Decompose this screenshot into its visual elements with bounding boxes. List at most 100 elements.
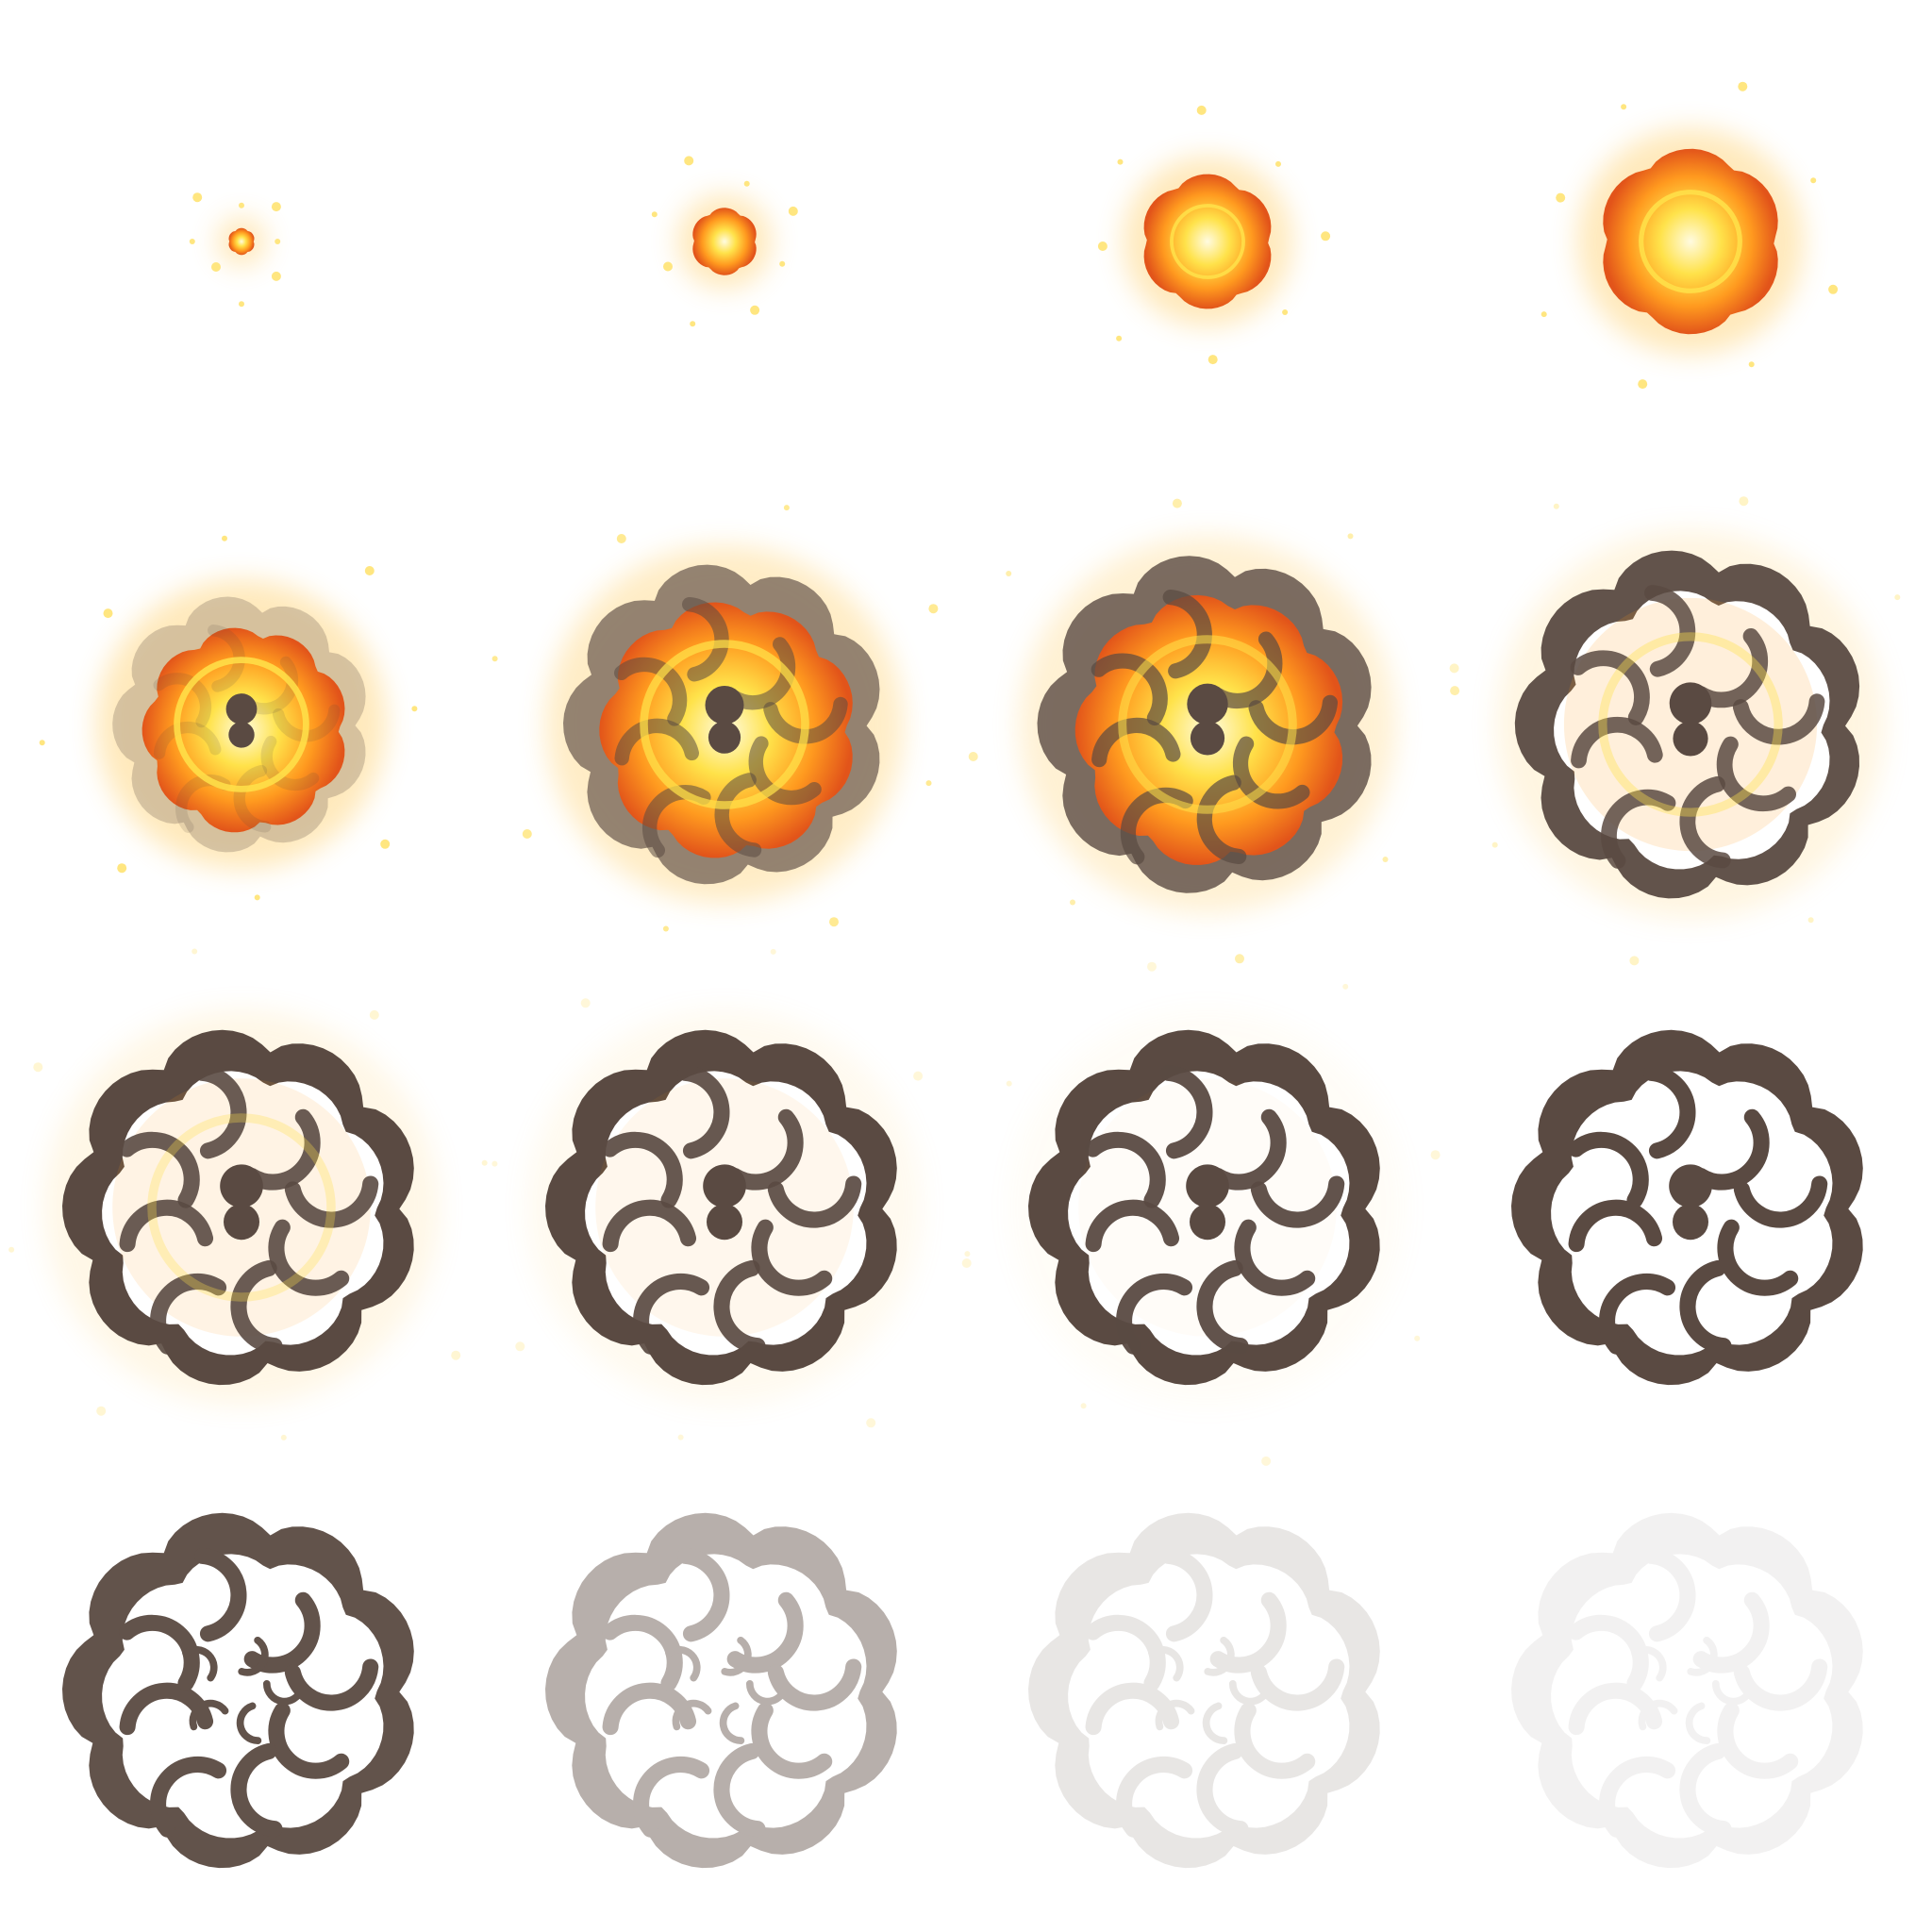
spark-particle bbox=[522, 829, 532, 839]
spark-particle bbox=[925, 780, 932, 787]
smoke-curl bbox=[726, 1108, 804, 1191]
center-puff bbox=[1673, 1204, 1708, 1241]
shockwave-ring bbox=[640, 640, 809, 809]
smoke-curl bbox=[150, 1756, 227, 1838]
smoke-curl bbox=[284, 1175, 379, 1228]
center-curl bbox=[745, 1679, 789, 1706]
center-curl bbox=[1204, 1636, 1235, 1676]
smoke-curl bbox=[230, 1259, 283, 1355]
smoke-frame-12 bbox=[1449, 966, 1932, 1449]
spark-particle bbox=[222, 535, 227, 541]
shockwave-ring bbox=[147, 1113, 336, 1302]
spark-particle bbox=[1450, 686, 1460, 696]
fireball bbox=[1603, 148, 1778, 335]
spark-particle bbox=[1491, 841, 1498, 848]
center-curl bbox=[236, 1702, 262, 1744]
fireball bbox=[228, 227, 255, 256]
smoke-curl bbox=[1085, 1131, 1166, 1208]
spark-frame-1 bbox=[0, 0, 483, 483]
spark-particle bbox=[411, 706, 418, 712]
smoke-curl bbox=[242, 656, 299, 715]
spark-particle bbox=[616, 534, 626, 543]
smoke-curl bbox=[1601, 789, 1676, 869]
spark-particle bbox=[369, 1009, 379, 1020]
smoke-curl bbox=[1692, 628, 1769, 708]
spark-particle bbox=[788, 206, 798, 216]
spark-particle bbox=[651, 211, 658, 218]
smoke-curl bbox=[1733, 1175, 1828, 1228]
center-puff bbox=[707, 1204, 742, 1241]
spark-particle bbox=[1282, 309, 1289, 315]
spark-particle bbox=[1342, 983, 1349, 990]
smoke-curl bbox=[1716, 736, 1796, 812]
shockwave-ring bbox=[1170, 204, 1245, 279]
smoke-curl bbox=[1717, 1702, 1799, 1779]
spark-particle bbox=[1807, 917, 1814, 924]
spark-particle bbox=[779, 260, 786, 267]
smoke-curl bbox=[1679, 1259, 1732, 1355]
smoke-curl bbox=[1085, 1199, 1180, 1253]
dissipate-frame-16 bbox=[1449, 1449, 1932, 1932]
spark-particle bbox=[192, 192, 203, 203]
smoke-curl bbox=[1234, 1219, 1316, 1296]
spark-particle bbox=[1810, 177, 1817, 184]
spark-particle bbox=[515, 1341, 525, 1352]
center-puff bbox=[708, 721, 741, 754]
smoke-curl bbox=[1162, 590, 1212, 679]
smoke-curl bbox=[1570, 650, 1650, 725]
spark-particle bbox=[1097, 242, 1108, 251]
burst-frame-8 bbox=[1449, 483, 1932, 966]
spark-particle bbox=[39, 740, 45, 746]
burst-frame-7 bbox=[966, 483, 1460, 966]
spark-particle bbox=[380, 839, 391, 849]
smoke-curl bbox=[614, 718, 699, 766]
shockwave-ring bbox=[1118, 635, 1297, 814]
smoke-curl bbox=[194, 1547, 247, 1642]
spark-particle bbox=[491, 1160, 498, 1167]
fireball-frame-3 bbox=[966, 0, 1449, 483]
center-curl bbox=[189, 1699, 229, 1731]
smoke-curl bbox=[714, 773, 762, 858]
smoke-curl bbox=[602, 1131, 683, 1208]
center-puff bbox=[1669, 1164, 1712, 1208]
smoke-curl bbox=[751, 1219, 833, 1296]
spark-particle bbox=[33, 1062, 43, 1073]
spark-frame-2 bbox=[483, 0, 966, 483]
cloud-interior bbox=[1551, 1554, 1833, 1839]
spark-particle bbox=[1080, 1403, 1087, 1409]
fireball bbox=[1143, 174, 1272, 309]
center-puff bbox=[1190, 721, 1225, 756]
smoke-curl bbox=[677, 1547, 730, 1642]
spark-particle bbox=[1347, 533, 1354, 540]
spark-particle bbox=[1275, 160, 1281, 167]
smoke-curl bbox=[767, 1175, 862, 1228]
smoke-curl bbox=[1568, 1682, 1663, 1736]
spark-particle bbox=[1208, 355, 1218, 365]
smoke-curl bbox=[682, 597, 729, 682]
shockwave-ring bbox=[1598, 632, 1783, 817]
center-puff bbox=[1669, 682, 1712, 724]
smoke-curl bbox=[153, 721, 222, 759]
spark-particle bbox=[239, 301, 244, 308]
center-curl bbox=[238, 1636, 269, 1676]
spark-particle bbox=[866, 1418, 876, 1428]
smoke-curl bbox=[751, 1702, 833, 1779]
spark-particle bbox=[103, 608, 113, 619]
smoke-curl bbox=[1571, 716, 1663, 769]
spark-particle bbox=[829, 917, 839, 927]
spark-particle bbox=[1638, 379, 1648, 390]
spark-particle bbox=[481, 1159, 488, 1166]
spark-particle bbox=[1738, 81, 1748, 92]
center-curl bbox=[721, 1636, 752, 1676]
center-curl bbox=[1155, 1699, 1195, 1731]
smoke-curl bbox=[284, 1658, 379, 1711]
smoke-curl bbox=[641, 785, 711, 858]
burst-frame-5 bbox=[0, 483, 483, 966]
smoke-curl bbox=[243, 1108, 321, 1191]
spark-particle bbox=[271, 202, 281, 212]
smoke-curl bbox=[1234, 1702, 1316, 1779]
smoke-curl bbox=[1209, 1591, 1287, 1674]
center-curl bbox=[672, 1699, 712, 1731]
center-curl bbox=[719, 1702, 745, 1744]
